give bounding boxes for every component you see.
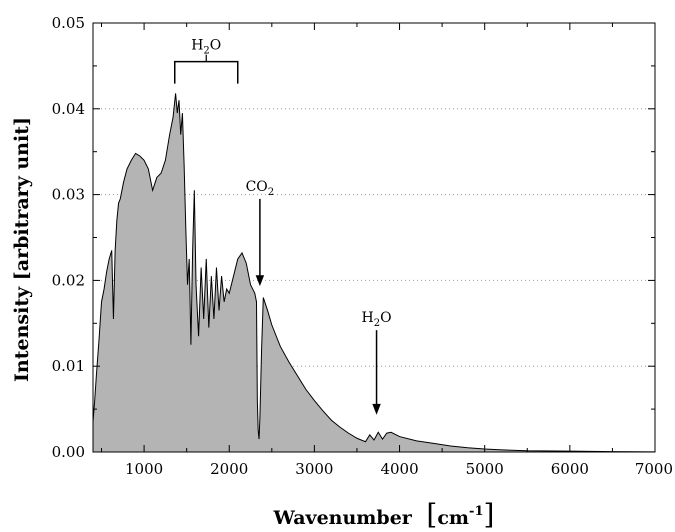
y-tick-label-3: 0.03 (52, 186, 85, 204)
annotation-arrow-head-2 (372, 403, 381, 415)
x-tick-label-2: 3000 (295, 460, 333, 478)
x-tick-label-0: 1000 (125, 460, 163, 478)
grid-lines (93, 108, 655, 367)
annotation-label-0: H2O (191, 38, 221, 57)
y-axis-title: Intensity [arbitrary unit] (11, 117, 33, 382)
y-tick-label-0: 0.00 (52, 443, 85, 461)
x-tick-label-1: 2000 (210, 460, 248, 478)
x-axis-title: Wavenumber [cm-1] (273, 498, 495, 531)
x-tick-label-5: 6000 (551, 460, 589, 478)
axis-ticks (93, 22, 656, 453)
y-tick-label-2: 0.02 (52, 271, 85, 289)
y-tick-labels: 0.00 0.01 0.02 0.03 0.04 0.05 (52, 14, 85, 461)
annotation-label-2: H2O (362, 310, 392, 329)
y-tick-label-4: 0.04 (52, 100, 85, 118)
x-tick-label-6: 7000 (635, 460, 673, 478)
x-tick-label-3: 4000 (380, 460, 418, 478)
spectrum-line (92, 93, 656, 453)
annotation-bracket-0 (173, 60, 239, 84)
y-tick-label-1: 0.01 (52, 357, 85, 375)
annotation-label-1: CO2 (246, 179, 275, 198)
x-tick-label-4: 5000 (466, 460, 504, 478)
annotations: H2O CO2 H2O (173, 38, 392, 415)
x-tick-labels: 1000 2000 3000 4000 5000 6000 7000 (125, 460, 673, 478)
spectrum-area (93, 93, 655, 453)
annotation-arrow-head-1 (255, 275, 265, 287)
y-tick-label-5: 0.05 (52, 14, 85, 32)
